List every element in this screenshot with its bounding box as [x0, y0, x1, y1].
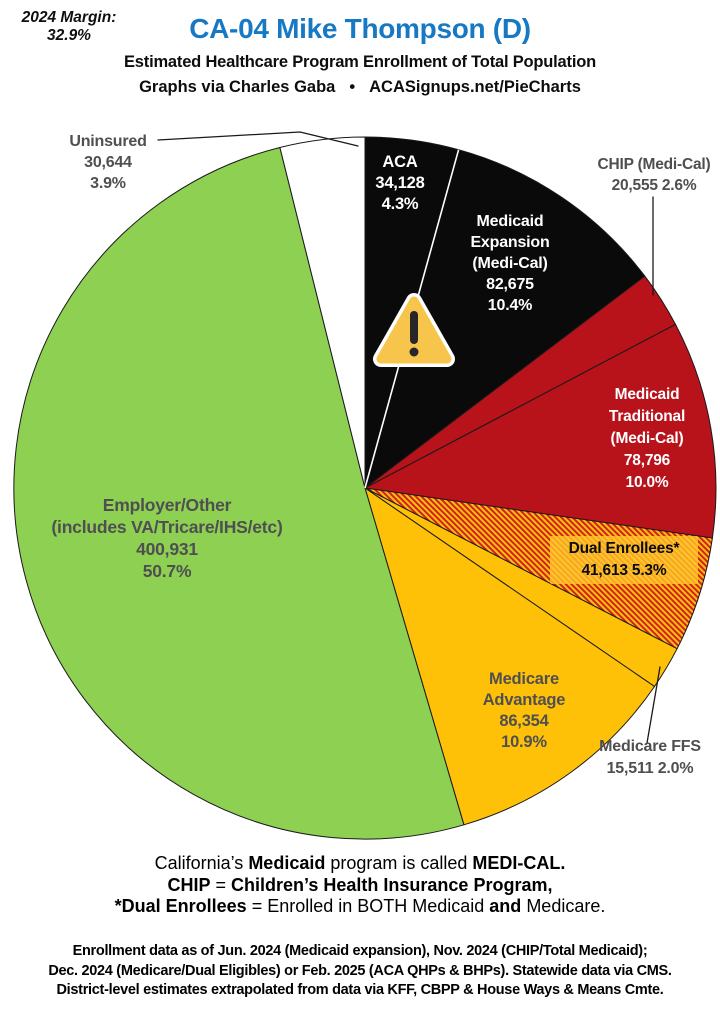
- pie-slices: [13, 136, 717, 840]
- pie-slice-medicaid-traditional: [363, 323, 717, 539]
- warning-exclamation-bar: [410, 311, 418, 344]
- label-medicaid-traditional: Medicaid Traditional (Medi-Cal) 78,796 1…: [608, 386, 686, 491]
- warning-exclamation-dot: [409, 347, 419, 357]
- margin-note: 2024 Margin: 32.9%: [6, 9, 132, 44]
- byline-credit: Graphs via Charles Gaba: [139, 78, 336, 96]
- margin-note-value: 32.9%: [47, 26, 91, 44]
- label-chip: CHIP (Medi-Cal) 20,555 2.6%: [597, 156, 711, 194]
- warning-triangle-icon: [373, 293, 455, 367]
- label-dual-enrollees: Dual Enrollees* 41,613 5.3%: [550, 536, 698, 584]
- pie-slice-uninsured: [279, 136, 366, 489]
- page-title: CA-04 Mike Thompson (D): [189, 13, 531, 44]
- label-medicare-ffs: Medicare FFS 15,511 2.0%: [599, 738, 701, 777]
- note-dual-enrollees: *Dual Enrollees = Enrolled in BOTH Medic…: [114, 896, 606, 916]
- pie-slice-employer-other: [13, 146, 465, 840]
- label-medicare-advantage: Medicare Advantage 86,354 10.9%: [482, 670, 566, 751]
- margin-note-label: 2024 Margin:: [21, 9, 117, 26]
- pie-slice-medicare-advantage: [364, 486, 656, 826]
- pie-slice-medicaid-expansion: [364, 149, 646, 490]
- byline: Graphs via Charles Gaba • ACASignups.net…: [0, 78, 720, 97]
- footnote-line: District-level estimates extrapolated fr…: [56, 982, 664, 998]
- byline-site: ACASignups.net/PieCharts: [369, 78, 581, 96]
- uninsured-leader-line: [157, 131, 359, 147]
- data-source-footnote: Enrollment data as of Jun. 2024 (Medicai…: [0, 942, 720, 1001]
- label-employer-other: Employer/Other (includes VA/Tricare/IHS/…: [51, 495, 283, 581]
- label-uninsured: Uninsured 30,644 3.9%: [69, 133, 147, 192]
- footnote-line: Dec. 2024 (Medicare/Dual Eligibles) or F…: [48, 962, 672, 979]
- footnote-line: Enrollment data as of Jun. 2024 (Medicai…: [72, 943, 648, 959]
- note-medi-cal: California’s Medicaid program is called …: [154, 853, 566, 873]
- bullet-separator: •: [349, 78, 356, 96]
- leader-lines: [157, 131, 661, 744]
- definitions-notes: California’s Medicaid program is called …: [0, 853, 720, 918]
- label-medicaid-expansion: Medicaid Expansion (Medi-Cal) 82,675 10.…: [470, 213, 550, 314]
- label-aca: ACA 34,128 4.3%: [375, 153, 425, 213]
- medicare-ffs-leader-line: [646, 666, 661, 744]
- chart-subtitle: Estimated Healthcare Program Enrollment …: [124, 53, 596, 71]
- note-chip: CHIP = Children’s Health Insurance Progr…: [167, 874, 553, 895]
